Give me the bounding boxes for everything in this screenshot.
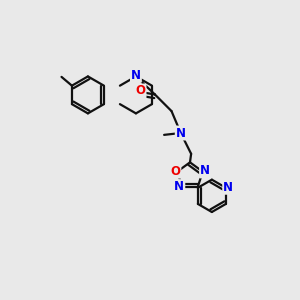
Text: N: N [131, 69, 141, 82]
Text: N: N [174, 180, 184, 193]
Text: N: N [176, 127, 186, 140]
Text: N: N [200, 164, 210, 177]
Text: N: N [223, 181, 233, 194]
Text: O: O [170, 165, 180, 178]
Text: O: O [136, 85, 146, 98]
